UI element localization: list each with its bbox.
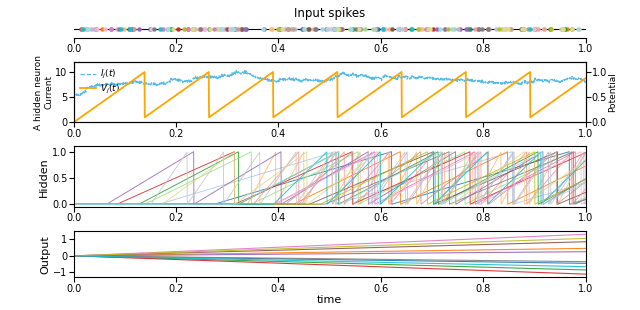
Y-axis label: Output: Output bbox=[40, 235, 51, 273]
$V_j(t)$ bbox=[378, 84, 385, 88]
$I_j(t)$ bbox=[81, 88, 89, 92]
$V_j(t)$ bbox=[205, 70, 212, 74]
$V_j(t)$ bbox=[582, 76, 589, 80]
$I_j(t)$ bbox=[232, 69, 240, 72]
$I_j(t)$ bbox=[260, 77, 268, 80]
$V_j(t)$ bbox=[260, 77, 268, 80]
$V_j(t)$ bbox=[115, 88, 123, 92]
$V_j(t)$ bbox=[97, 101, 105, 104]
$I_j(t)$ bbox=[378, 77, 386, 81]
$I_j(t)$ bbox=[116, 82, 124, 86]
Line: $I_j(t)$: $I_j(t)$ bbox=[74, 70, 586, 96]
$I_j(t)$ bbox=[582, 79, 589, 83]
Line: $V_j(t)$: $V_j(t)$ bbox=[74, 72, 586, 122]
$V_j(t)$ bbox=[492, 95, 499, 99]
Y-axis label: A hidden neuron
Current: A hidden neuron Current bbox=[35, 55, 54, 130]
$V_j(t)$ bbox=[70, 121, 77, 124]
$V_j(t)$ bbox=[81, 112, 89, 116]
Legend: $I_j(t)$, $V_j(t)$: $I_j(t)$, $V_j(t)$ bbox=[78, 66, 122, 98]
Title: Input spikes: Input spikes bbox=[294, 7, 365, 20]
Y-axis label: Potential: Potential bbox=[609, 72, 618, 112]
$I_j(t)$ bbox=[492, 81, 499, 85]
Y-axis label: Hidden: Hidden bbox=[39, 157, 49, 197]
$I_j(t)$ bbox=[98, 83, 106, 86]
$I_j(t)$ bbox=[74, 94, 82, 98]
X-axis label: time: time bbox=[317, 295, 342, 305]
$I_j(t)$ bbox=[70, 93, 77, 97]
